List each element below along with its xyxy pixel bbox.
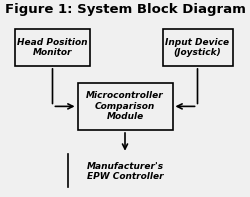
- Text: Input Device
(Joystick): Input Device (Joystick): [166, 38, 230, 57]
- Bar: [78, 83, 172, 130]
- Text: Manufacturer's
EPW Controller: Manufacturer's EPW Controller: [86, 162, 164, 181]
- Bar: [162, 29, 232, 66]
- Bar: [15, 29, 90, 66]
- Text: Head Position
Monitor: Head Position Monitor: [17, 38, 88, 57]
- Text: Figure 1: System Block Diagram: Figure 1: System Block Diagram: [4, 3, 246, 16]
- Text: Microcontroller
Comparison
Module: Microcontroller Comparison Module: [86, 91, 164, 121]
